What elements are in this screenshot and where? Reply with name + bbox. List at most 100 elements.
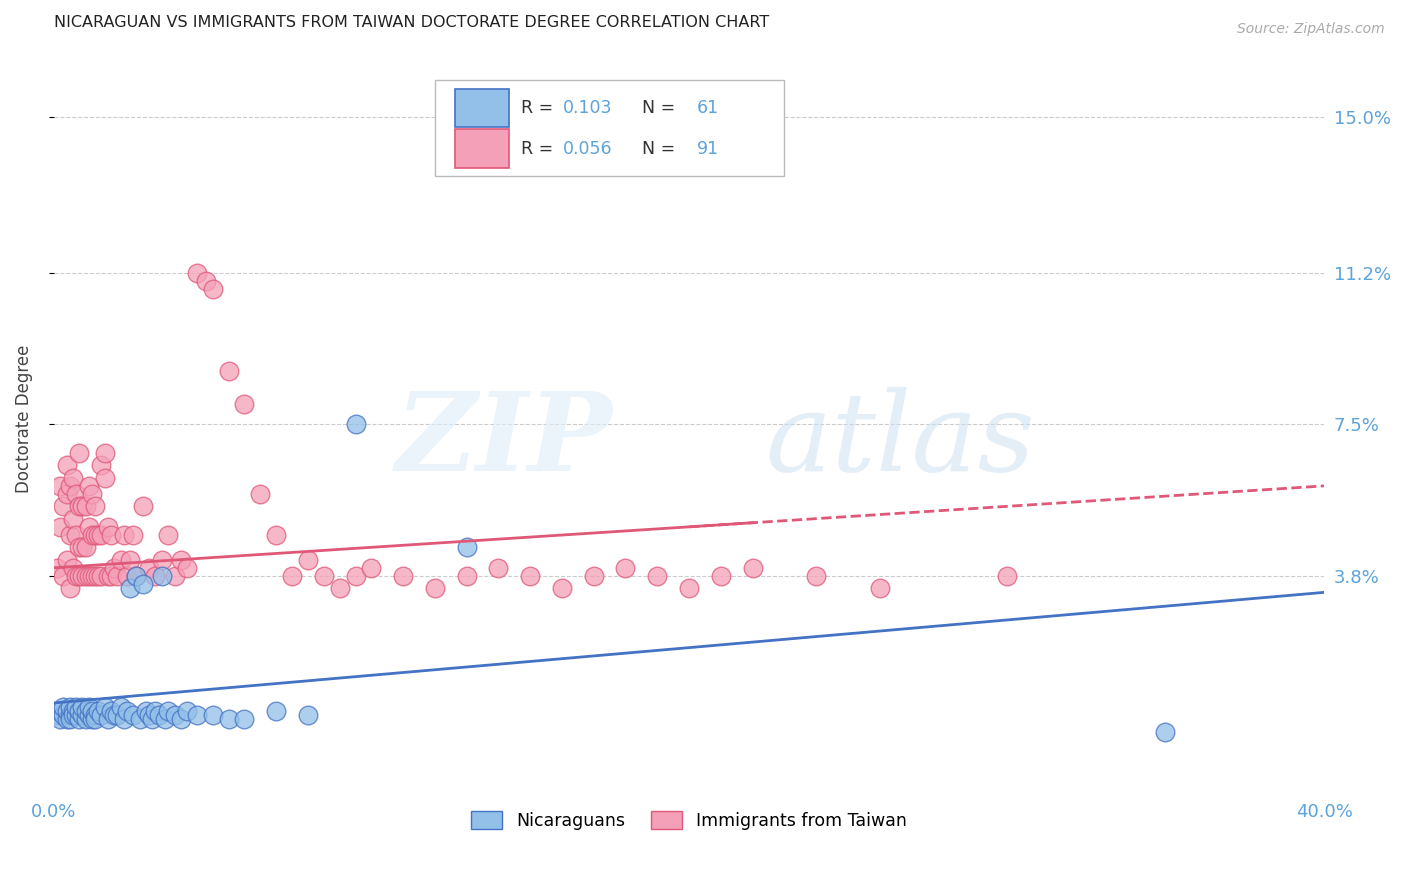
Point — [132, 577, 155, 591]
Point — [138, 708, 160, 723]
Point — [115, 704, 138, 718]
Point — [97, 520, 120, 534]
Point — [456, 569, 478, 583]
Point — [112, 528, 135, 542]
Point — [201, 708, 224, 723]
Point — [67, 712, 90, 726]
Point — [150, 569, 173, 583]
Point — [112, 712, 135, 726]
Point — [360, 561, 382, 575]
Point — [128, 712, 150, 726]
Point — [80, 487, 103, 501]
Point — [312, 569, 335, 583]
Point — [72, 708, 94, 723]
Point — [65, 569, 87, 583]
Point — [55, 458, 77, 473]
Point — [59, 712, 82, 726]
Point — [80, 712, 103, 726]
FancyBboxPatch shape — [434, 80, 785, 177]
Point — [157, 704, 180, 718]
Point — [150, 552, 173, 566]
Point — [645, 569, 668, 583]
Point — [49, 479, 72, 493]
Point — [80, 704, 103, 718]
Point — [59, 581, 82, 595]
Point — [87, 569, 110, 583]
Point — [62, 471, 84, 485]
Point — [456, 541, 478, 555]
Point — [186, 266, 208, 280]
Point — [103, 708, 125, 723]
Point — [100, 704, 122, 718]
Point — [176, 704, 198, 718]
Point — [75, 541, 97, 555]
Point — [75, 569, 97, 583]
Point — [75, 500, 97, 514]
Point — [110, 552, 132, 566]
Point — [59, 528, 82, 542]
Point — [135, 704, 157, 718]
Point — [77, 479, 100, 493]
Point — [84, 500, 107, 514]
Point — [62, 511, 84, 525]
Legend: Nicaraguans, Immigrants from Taiwan: Nicaraguans, Immigrants from Taiwan — [464, 804, 914, 837]
Point — [77, 569, 100, 583]
Point — [67, 446, 90, 460]
Point — [344, 569, 367, 583]
Point — [153, 712, 176, 726]
Point — [110, 700, 132, 714]
Point — [84, 712, 107, 726]
Point — [62, 704, 84, 718]
Point — [97, 712, 120, 726]
Point — [67, 541, 90, 555]
Point — [62, 561, 84, 575]
Point — [72, 700, 94, 714]
Point — [67, 704, 90, 718]
Point — [103, 561, 125, 575]
Point — [87, 528, 110, 542]
Point — [122, 528, 145, 542]
Point — [90, 708, 112, 723]
Point — [519, 569, 541, 583]
Point — [49, 712, 72, 726]
Point — [201, 282, 224, 296]
Point — [72, 569, 94, 583]
Point — [93, 446, 115, 460]
Point — [72, 541, 94, 555]
Point — [65, 700, 87, 714]
Point — [72, 500, 94, 514]
Point — [55, 487, 77, 501]
Text: N =: N = — [630, 140, 681, 158]
Point — [52, 708, 75, 723]
Point — [249, 487, 271, 501]
FancyBboxPatch shape — [456, 129, 509, 169]
Point — [170, 712, 193, 726]
Text: R =: R = — [522, 140, 560, 158]
Point — [488, 561, 510, 575]
Point — [84, 569, 107, 583]
Point — [995, 569, 1018, 583]
Point — [49, 520, 72, 534]
Point — [551, 581, 574, 595]
Point — [122, 708, 145, 723]
Point — [163, 569, 186, 583]
Point — [84, 708, 107, 723]
Point — [392, 569, 415, 583]
Text: R =: R = — [522, 99, 560, 117]
Point — [90, 528, 112, 542]
Point — [344, 417, 367, 432]
Point — [141, 712, 163, 726]
Point — [80, 528, 103, 542]
Point — [59, 708, 82, 723]
Point — [1154, 724, 1177, 739]
Text: NICARAGUAN VS IMMIGRANTS FROM TAIWAN DOCTORATE DEGREE CORRELATION CHART: NICARAGUAN VS IMMIGRANTS FROM TAIWAN DOC… — [53, 15, 769, 30]
Point — [67, 569, 90, 583]
Point — [115, 569, 138, 583]
Point — [52, 700, 75, 714]
Point — [170, 552, 193, 566]
Point — [804, 569, 827, 583]
Text: 0.103: 0.103 — [564, 99, 613, 117]
Point — [614, 561, 637, 575]
Y-axis label: Doctorate Degree: Doctorate Degree — [15, 344, 32, 492]
Point — [100, 569, 122, 583]
